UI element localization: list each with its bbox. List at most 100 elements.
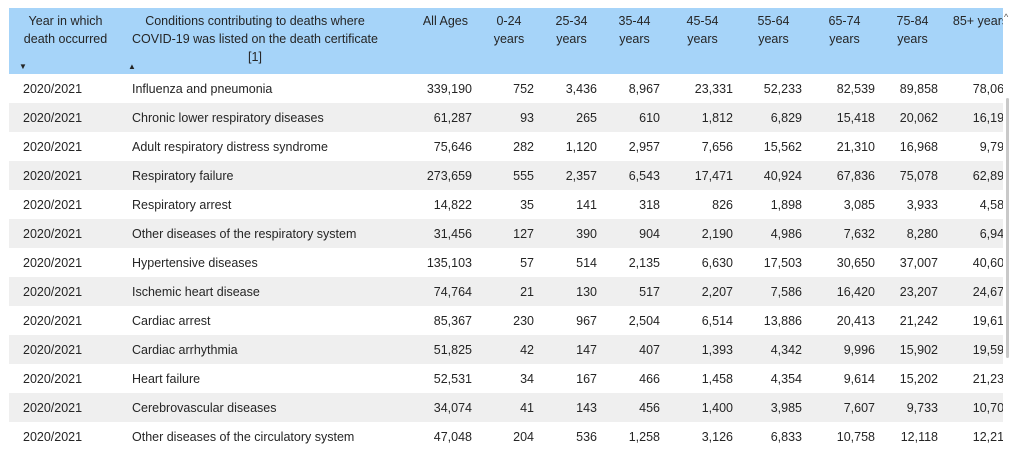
cell-65-74: 20,413 — [836, 313, 875, 328]
table-row[interactable]: 2020/2021 Heart failure 52,531 34 167 466 1,45… — [9, 364, 1003, 393]
data-table: Year in which death occurred ▼ Condition… — [9, 8, 1003, 450]
cell-75-84: 89,858 — [899, 81, 938, 96]
cell-0-24: 752 — [513, 81, 534, 96]
column-header-85-plus[interactable]: 85+ years — [944, 8, 1003, 74]
cell-year: 2020/2021 — [23, 255, 83, 270]
cell-85-plus: 9,790 — [979, 139, 1003, 154]
column-header-35-44[interactable]: 35-44 years — [603, 8, 666, 74]
cell-75-84: 75,078 — [881, 161, 944, 190]
column-header-25-34[interactable]: 25-34 years — [540, 8, 603, 74]
cell-65-74: 3,085 — [843, 197, 875, 212]
cell-25-34: 265 — [540, 103, 603, 132]
cell-year: 2020/2021 — [23, 197, 83, 212]
table-row[interactable]: 2020/2021 Adult respiratory distress synd… — [9, 132, 1003, 161]
cell-25-34: 141 — [576, 197, 597, 212]
cell-35-44: 318 — [639, 197, 660, 212]
column-header-year[interactable]: Year in which death occurred ▼ — [9, 8, 122, 74]
table-row[interactable]: 2020/2021 Hypertensive diseases 135,103 57 5… — [9, 248, 1003, 277]
cell-75-84: 16,968 — [899, 139, 938, 154]
cell-year: 2020/2021 — [23, 139, 83, 154]
cell-25-34: 130 — [540, 277, 603, 306]
table-row[interactable]: 2020/2021 Chronic lower respiratory disea… — [9, 103, 1003, 132]
cell-25-34: 143 — [540, 393, 603, 422]
cell-55-64: 52,233 — [763, 81, 802, 96]
cell-25-34: 3,436 — [565, 81, 597, 96]
cell-0-24: 93 — [478, 103, 540, 132]
vertical-scrollbar[interactable]: ^ — [1003, 8, 1013, 450]
column-header-condition[interactable]: Conditions contributing to deaths where … — [122, 8, 388, 74]
cell-45-54: 6,630 — [701, 255, 733, 270]
cell-45-54: 23,331 — [694, 81, 733, 96]
table-row[interactable]: 2020/2021 Respiratory failure 273,659 555 2,… — [9, 161, 1003, 190]
cell-85-plus: 19,610 — [972, 313, 1003, 328]
cell-all-ages: 34,074 — [388, 393, 478, 422]
cell-85-plus: 24,674 — [944, 277, 1003, 306]
table-row[interactable]: 2020/2021 Cardiac arrhythmia 51,825 42 147 40… — [9, 335, 1003, 364]
cell-all-ages: 47,048 — [433, 429, 472, 444]
cell-65-74: 15,418 — [808, 103, 881, 132]
cell-65-74: 82,539 — [836, 81, 875, 96]
column-header-75-84[interactable]: 75-84 years — [881, 8, 944, 74]
column-header-label: Conditions contributing to deaths where … — [132, 14, 378, 64]
cell-45-54: 1,393 — [666, 335, 739, 364]
table-row[interactable]: 2020/2021 Other diseases of the circulato… — [9, 422, 1003, 450]
table-row[interactable]: 2020/2021 Other diseases of the respirato… — [9, 219, 1003, 248]
column-header-all-ages[interactable]: All Ages — [388, 8, 478, 74]
cell-all-ages: 52,531 — [433, 371, 472, 386]
column-header-label: 25-34 years — [555, 14, 588, 46]
cell-75-84: 20,062 — [881, 103, 944, 132]
sort-descending-icon[interactable]: ▼ — [19, 62, 27, 71]
cell-all-ages: 51,825 — [388, 335, 478, 364]
table-row[interactable]: 2020/2021 Influenza and pneumonia 339,190 7… — [9, 74, 1003, 103]
cell-0-24: 35 — [520, 197, 534, 212]
column-header-label: 55-64 years — [757, 14, 790, 46]
cell-35-44: 456 — [603, 393, 666, 422]
cell-year: 2020/2021 — [9, 335, 122, 364]
cell-55-64: 40,924 — [739, 161, 808, 190]
table-body: 2020/2021 Influenza and pneumonia 339,190 7… — [9, 74, 1003, 450]
cell-0-24: 42 — [478, 335, 540, 364]
column-header-65-74[interactable]: 65-74 years — [808, 8, 881, 74]
cell-45-54: 6,514 — [701, 313, 733, 328]
cell-25-34: 2,357 — [540, 161, 603, 190]
cell-year: 2020/2021 — [9, 277, 122, 306]
cell-55-64: 17,503 — [763, 255, 802, 270]
cell-0-24: 57 — [520, 255, 534, 270]
cell-85-plus: 16,197 — [944, 103, 1003, 132]
cell-55-64: 4,986 — [739, 219, 808, 248]
table-row[interactable]: 2020/2021 Cardiac arrest 85,367 230 967 2,504… — [9, 306, 1003, 335]
sort-ascending-icon[interactable]: ▲ — [128, 62, 136, 71]
column-header-45-54[interactable]: 45-54 years — [666, 8, 739, 74]
column-header-55-64[interactable]: 55-64 years — [739, 8, 808, 74]
cell-35-44: 517 — [603, 277, 666, 306]
scroll-up-icon[interactable]: ^ — [1004, 12, 1009, 22]
cell-condition: Respiratory failure — [122, 161, 388, 190]
table-row[interactable]: 2020/2021 Ischemic heart disease 74,764 21 1… — [9, 277, 1003, 306]
cell-year: 2020/2021 — [23, 371, 83, 386]
cell-25-34: 390 — [540, 219, 603, 248]
cell-55-64: 4,354 — [770, 371, 802, 386]
cell-35-44: 2,504 — [628, 313, 660, 328]
cell-25-34: 167 — [576, 371, 597, 386]
cell-25-34: 1,120 — [565, 139, 597, 154]
cell-35-44: 610 — [603, 103, 666, 132]
table-row[interactable]: 2020/2021 Cerebrovascular diseases 34,074 4… — [9, 393, 1003, 422]
cell-all-ages: 14,822 — [433, 197, 472, 212]
table-row[interactable]: 2020/2021 Respiratory arrest 14,822 35 141 31… — [9, 190, 1003, 219]
cell-75-84: 37,007 — [899, 255, 938, 270]
cell-0-24: 34 — [520, 371, 534, 386]
cell-all-ages: 61,287 — [388, 103, 478, 132]
scrollbar-thumb[interactable] — [1006, 98, 1009, 358]
cell-45-54: 3,126 — [701, 429, 733, 444]
cell-65-74: 7,632 — [808, 219, 881, 248]
cell-condition: Cardiac arrest — [132, 313, 211, 328]
cell-condition: Other diseases of the respiratory system — [122, 219, 388, 248]
cell-0-24: 230 — [513, 313, 534, 328]
cell-all-ages: 31,456 — [388, 219, 478, 248]
cell-35-44: 466 — [639, 371, 660, 386]
cell-85-plus: 40,604 — [972, 255, 1003, 270]
cell-year: 2020/2021 — [9, 103, 122, 132]
column-header-0-24[interactable]: 0-24 years — [478, 8, 540, 74]
cell-75-84: 15,902 — [881, 335, 944, 364]
cell-45-54: 1,400 — [666, 393, 739, 422]
